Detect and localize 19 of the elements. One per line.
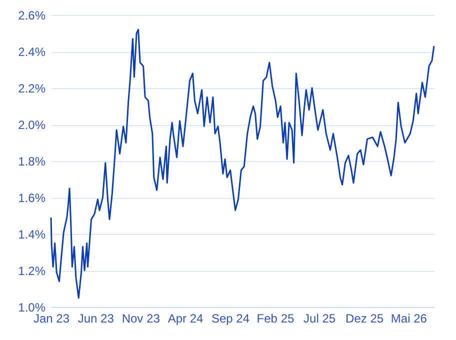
y-tick-label: 1.8% xyxy=(18,154,46,168)
y-tick-label: 2.4% xyxy=(18,45,46,59)
y-tick-label: 1.6% xyxy=(18,191,46,205)
y-tick-label: 2.0% xyxy=(18,118,46,132)
x-tick-label: Jan 23 xyxy=(33,312,70,326)
y-tick-label: 1.0% xyxy=(18,300,46,314)
x-tick-label: Sep 24 xyxy=(211,312,250,326)
y-tick-label: 2.6% xyxy=(18,8,46,22)
y-tick-label: 1.4% xyxy=(18,228,46,242)
x-tick-label: Dez 25 xyxy=(346,312,384,326)
y-tick-label: 1.2% xyxy=(18,264,46,278)
x-tick-label: Nov 23 xyxy=(122,312,160,326)
x-tick-label: Mai 26 xyxy=(390,312,428,326)
x-tick-label: Feb 25 xyxy=(256,312,294,326)
x-tick-label: Jun 23 xyxy=(78,312,114,326)
x-tick-label: Apr 24 xyxy=(168,312,204,326)
x-tick-label: Jul 25 xyxy=(304,312,336,326)
y-tick-label: 2.2% xyxy=(18,82,46,96)
line-series xyxy=(50,28,435,299)
